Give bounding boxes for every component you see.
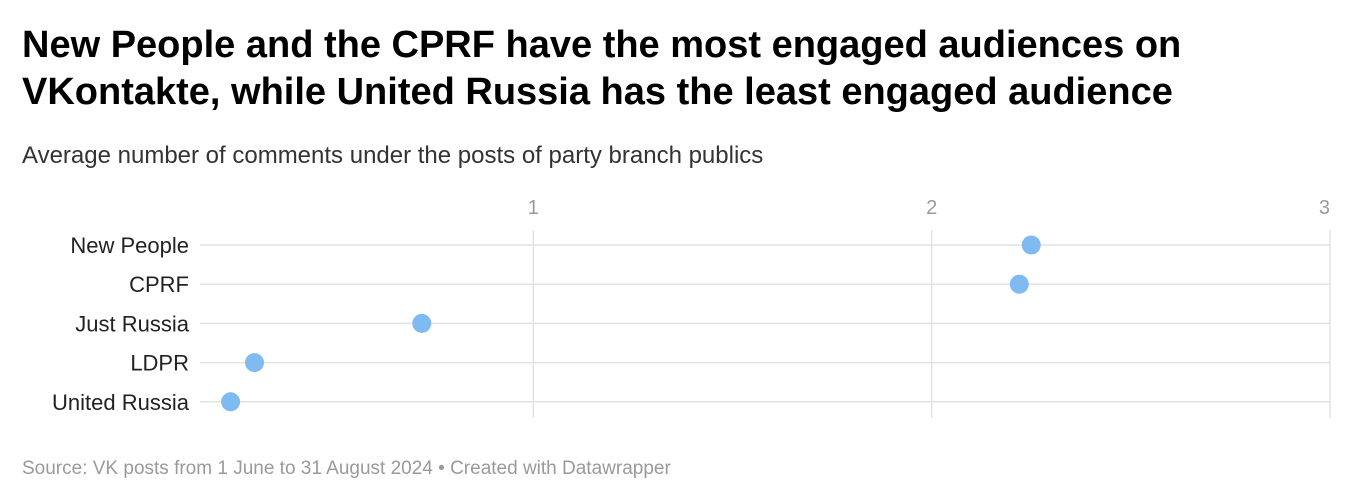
- row-label: CPRF: [129, 272, 189, 297]
- row-label: LDPR: [130, 351, 189, 376]
- chart-title: New People and the CPRF have the most en…: [22, 24, 1182, 113]
- row-label: Just Russia: [75, 311, 189, 336]
- dot-plot-chart: 1 2 3 New People CPRF Just Russia LDPR United …: [52, 197, 1331, 418]
- data-points: [221, 235, 1041, 412]
- row-label: New People: [70, 233, 189, 258]
- chart-subtitle: Average number of comments under the pos…: [22, 142, 764, 169]
- category-rows: New People CPRF Just Russia LDPR United Russ…: [52, 233, 190, 415]
- data-point: [245, 353, 264, 373]
- tick-label: 2: [926, 197, 937, 219]
- axis-ticks: 1 2 3: [528, 197, 1330, 219]
- source-note: Source: VK posts from 1 June to 31 Augus…: [22, 458, 671, 479]
- tick-label: 1: [528, 197, 539, 219]
- gridlines: [200, 230, 1331, 418]
- data-point: [221, 392, 241, 412]
- tick-label: 3: [1319, 197, 1330, 219]
- data-point: [412, 313, 432, 333]
- data-point: [1021, 235, 1041, 255]
- row-label: United Russia: [52, 390, 190, 415]
- data-point: [1009, 274, 1029, 294]
